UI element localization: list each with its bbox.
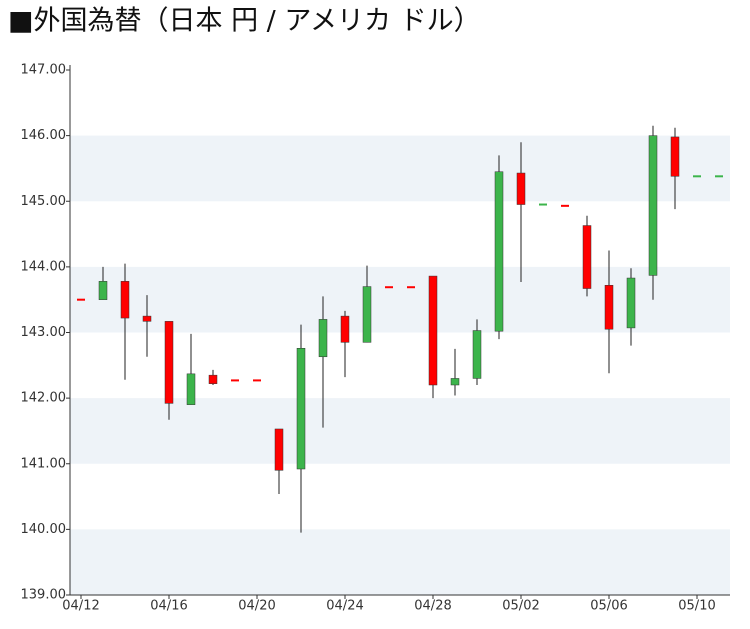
candle-body	[186, 373, 196, 405]
candle-body	[253, 379, 261, 382]
grid-band	[70, 266, 730, 333]
x-tick-label: 05/06	[590, 599, 627, 614]
candle-body	[385, 286, 393, 289]
candle-body	[77, 298, 85, 301]
y-tick-label: 147.00	[21, 63, 67, 78]
candle-body	[362, 286, 372, 343]
candle-body	[516, 172, 526, 205]
grid-band	[70, 398, 730, 464]
x-tick-label: 04/16	[150, 599, 187, 614]
x-tick-label: 04/24	[326, 599, 363, 614]
x-tick-label: 05/10	[678, 599, 715, 614]
candle-body	[670, 136, 680, 177]
candle-body	[231, 379, 239, 382]
candle-body	[715, 175, 723, 178]
candle-body	[561, 204, 569, 207]
candle-body	[626, 277, 636, 329]
candle-body	[648, 135, 658, 276]
x-tick-label: 04/20	[238, 599, 275, 614]
y-tick-label: 139.00	[21, 588, 67, 603]
candle-body	[450, 378, 460, 386]
y-tick-label: 141.00	[21, 456, 67, 471]
x-tick-label: 04/28	[414, 599, 451, 614]
chart-title: ■外国為替（日本 円 / アメリカ ドル）	[8, 6, 481, 37]
x-tick-label: 05/02	[502, 599, 539, 614]
candle-body	[318, 319, 328, 358]
grid-band	[70, 529, 730, 595]
candle-body	[693, 175, 701, 178]
candle-body	[407, 286, 415, 289]
candle-body	[494, 171, 504, 332]
x-tick-label: 04/12	[62, 599, 99, 614]
candle-body	[142, 315, 152, 322]
y-tick-label: 143.00	[21, 325, 67, 340]
candle-body	[539, 203, 547, 206]
candle-body	[472, 330, 482, 379]
candle-body	[208, 374, 218, 384]
candle-body	[340, 315, 350, 343]
candle-body	[98, 281, 108, 300]
y-tick-label: 140.00	[21, 522, 67, 537]
candle-body	[296, 348, 306, 470]
y-tick-label: 146.00	[21, 128, 67, 143]
candle-body	[604, 285, 614, 330]
candle-body	[164, 321, 174, 404]
y-tick-label: 142.00	[21, 391, 67, 406]
candle-body	[274, 428, 284, 471]
y-tick-label: 144.00	[21, 259, 67, 274]
candle-body	[428, 275, 438, 386]
y-tick-label: 145.00	[21, 194, 67, 209]
grid-band	[70, 135, 730, 202]
candle-body	[120, 281, 130, 319]
candle-body	[582, 225, 592, 289]
